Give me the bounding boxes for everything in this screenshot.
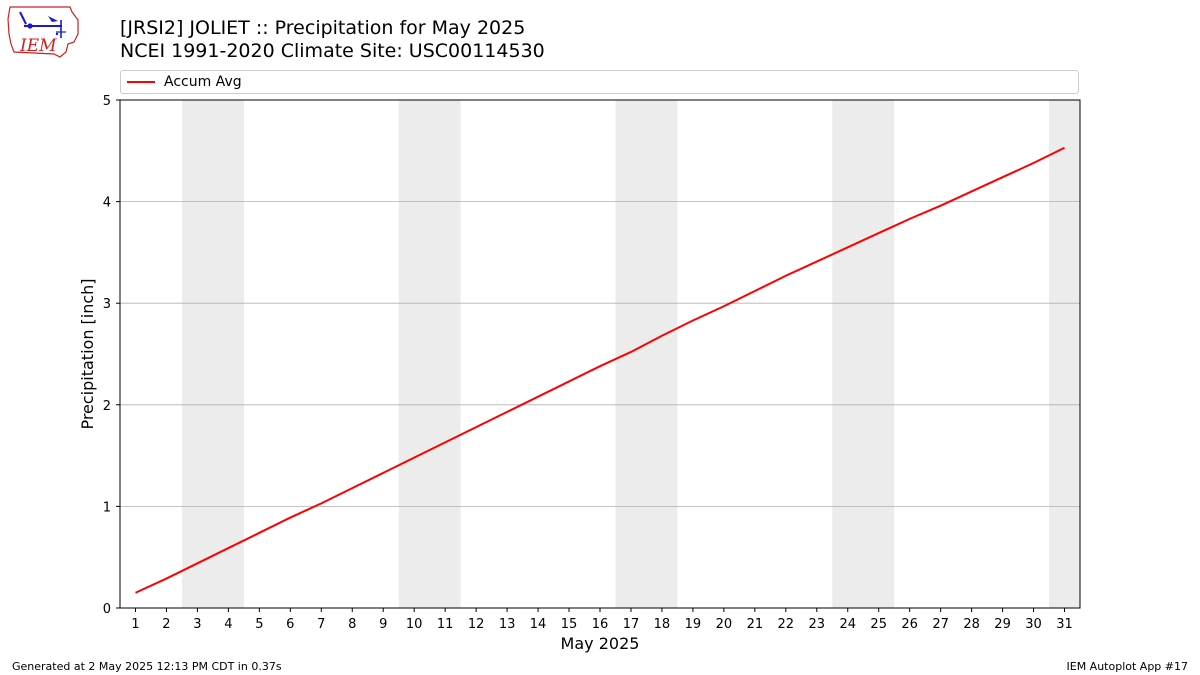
y-tick-label-0: 0 [103,602,111,617]
x-tick-label-3: 3 [193,617,201,632]
legend-label: Accum Avg [164,74,242,90]
x-tick-label-20: 20 [716,617,733,632]
y-tick-label-1: 1 [103,500,111,515]
y-tick-label-2: 2 [103,399,111,414]
x-tick-label-11: 11 [437,617,454,632]
x-tick-label-13: 13 [499,617,516,632]
x-tick-label-21: 21 [747,617,764,632]
x-tick-label-10: 10 [406,617,423,632]
x-tick-label-9: 9 [379,617,387,632]
y-tick-label-4: 4 [103,196,111,211]
series-line-accum-avg [135,146,1065,594]
weekend-band-1 [398,100,461,608]
x-tick-label-22: 22 [778,617,795,632]
x-tick-label-12: 12 [468,617,485,632]
x-tick-label-27: 27 [932,617,949,632]
x-tick-label-24: 24 [839,617,856,632]
weekend-band-0 [181,100,244,608]
x-tick-label-23: 23 [809,617,826,632]
logo-text: IEM [19,36,57,56]
legend: Accum Avg [120,70,1079,94]
x-tick-label-6: 6 [286,617,294,632]
x-tick-label-2: 2 [162,617,170,632]
x-tick-label-8: 8 [348,617,356,632]
iem-logo: IEM [7,6,79,58]
x-tick-label-28: 28 [963,617,980,632]
x-tick-label-14: 14 [530,617,547,632]
legend-line-swatch [127,81,155,83]
y-tick-label-5: 5 [103,94,111,109]
plot-frame [119,99,1081,609]
footer-app-label: IEM Autoplot App #17 [1066,660,1189,673]
footer-generated-text: Generated at 2 May 2025 12:13 PM CDT in … [12,660,282,673]
x-tick-label-15: 15 [561,617,578,632]
weekend-band-3 [832,100,895,608]
x-tick-label-18: 18 [654,617,671,632]
x-axis-label: May 2025 [561,634,640,653]
x-tick-label-19: 19 [685,617,702,632]
x-tick-label-26: 26 [901,617,918,632]
x-tick-label-29: 29 [994,617,1011,632]
x-tick-label-17: 17 [623,617,640,632]
x-tick-label-25: 25 [870,617,887,632]
x-tick-label-16: 16 [592,617,609,632]
x-tick-label-5: 5 [255,617,263,632]
x-tick-label-30: 30 [1025,617,1042,632]
x-tick-label-4: 4 [224,617,232,632]
y-tick-label-3: 3 [103,297,111,312]
chart-subtitle: NCEI 1991-2020 Climate Site: USC00114530 [120,40,545,62]
x-tick-label-31: 31 [1056,617,1073,632]
x-tick-label-1: 1 [131,617,139,632]
weekend-band-4 [1049,100,1080,608]
x-tick-label-7: 7 [317,617,325,632]
y-axis-label: Precipitation [inch] [78,278,97,429]
chart-title: [JRSI2] JOLIET :: Precipitation for May … [120,17,526,39]
